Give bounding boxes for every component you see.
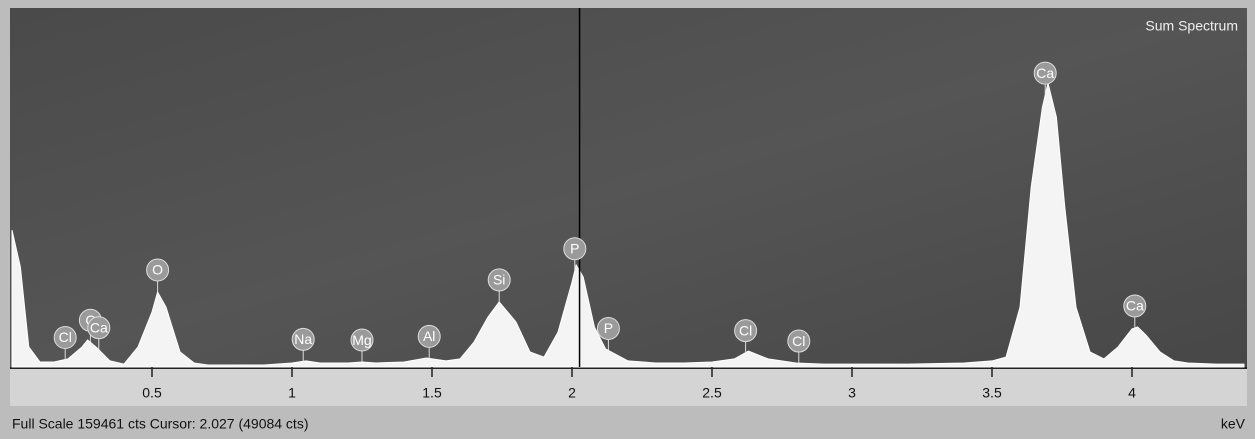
peak-label: O: [152, 262, 163, 278]
page: {"chart_data": { "type": "area", "title"…: [0, 0, 1255, 439]
x-tick-label: 1: [288, 385, 296, 401]
x-tick-label: 2: [568, 385, 576, 401]
peak-label: Cl: [59, 329, 72, 345]
peak-label: Al: [423, 328, 435, 344]
peak-label: Mg: [352, 332, 371, 348]
peak-label: Cl: [792, 333, 805, 349]
peak-label: P: [570, 240, 579, 256]
x-axis-label: keV: [1221, 416, 1246, 432]
status-text: Full Scale 159461 cts Cursor: 2.027 (490…: [12, 416, 309, 432]
peak-label: Si: [493, 272, 505, 288]
peak-label: P: [604, 320, 613, 336]
peak-label: Na: [294, 331, 312, 347]
chart-title: Sum Spectrum: [1145, 18, 1238, 34]
peak-label: Ca: [90, 319, 108, 335]
x-tick-label: 1.5: [422, 385, 442, 401]
x-tick-label: 3: [848, 385, 856, 401]
x-tick-label: 2.5: [702, 385, 722, 401]
x-tick-label: 4: [1128, 385, 1136, 401]
x-tick-label: 3.5: [982, 385, 1002, 401]
axis-strip: [10, 368, 1247, 406]
peak-label: Cl: [739, 322, 752, 338]
peak-label: Ca: [1126, 298, 1144, 314]
spectrum-window: Sum Spectrum Full Scale 159461 cts Curso…: [0, 0, 1255, 439]
peak-label: Ca: [1036, 65, 1054, 81]
x-tick-label: 0.5: [142, 385, 162, 401]
